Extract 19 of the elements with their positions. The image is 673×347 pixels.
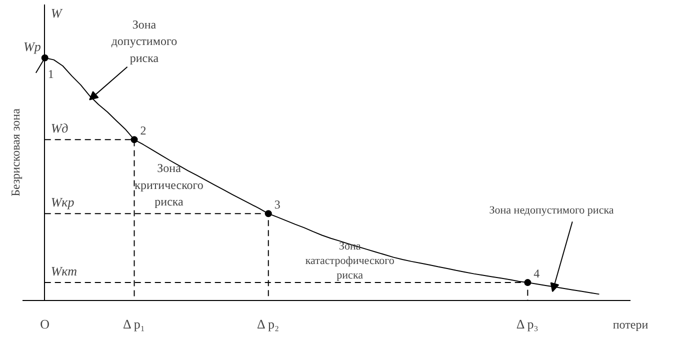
annotation: Wр <box>24 38 42 54</box>
annotation: 2 <box>140 124 146 138</box>
annotation: 1 <box>48 66 54 81</box>
x-tick-label: O <box>40 316 50 332</box>
annotation: 3 <box>274 198 280 212</box>
x-tick-label: Δ p₁ <box>122 316 145 332</box>
annotation: Зона допустимого риска <box>111 17 178 65</box>
x-tick-label: Δ p₃ <box>516 316 538 332</box>
annotation: 4 <box>534 266 540 281</box>
y-axis-title: Безрисковая зона <box>8 108 22 196</box>
annotation: Зона недопустимого риска <box>489 204 614 217</box>
annotation: Зона катастрофического риска <box>305 240 395 282</box>
annotation: Wкр <box>50 194 75 210</box>
x-axis-title: потери <box>612 318 649 332</box>
x-tick-label: Δ p₂ <box>257 316 279 332</box>
annotation: Wкт <box>50 264 77 279</box>
annotation: Зона критического риска <box>134 161 204 209</box>
text: W <box>50 6 63 20</box>
annotation: Wд <box>50 120 69 136</box>
